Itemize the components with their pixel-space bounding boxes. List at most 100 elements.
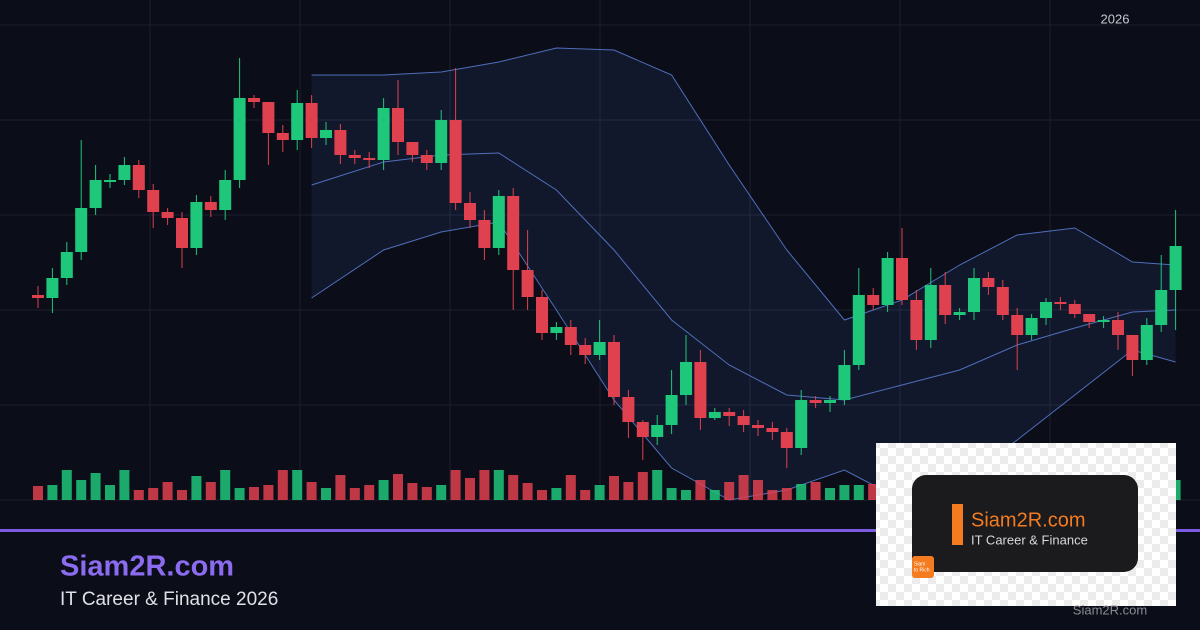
volume-bar bbox=[148, 488, 159, 500]
volume-bar bbox=[868, 484, 879, 500]
candle-body bbox=[881, 258, 894, 305]
badge-text: Siam bbox=[914, 561, 925, 567]
candlestick-chart bbox=[32, 47, 1182, 501]
volume-bar bbox=[767, 490, 778, 500]
candle-body bbox=[118, 165, 131, 180]
logo-name: Siam2R.com bbox=[971, 509, 1085, 531]
candle-body bbox=[363, 158, 376, 160]
volume-bar bbox=[493, 470, 504, 500]
watermark: Siam2R.com bbox=[1073, 602, 1147, 617]
candle-body bbox=[953, 312, 966, 315]
volume-bar bbox=[364, 485, 375, 500]
candle-body bbox=[636, 422, 649, 437]
candle-body bbox=[334, 130, 347, 155]
candle-body bbox=[104, 180, 116, 182]
candle-body bbox=[75, 208, 88, 252]
candle-body bbox=[550, 327, 563, 333]
candle-body bbox=[694, 362, 707, 418]
candle-body bbox=[1054, 302, 1067, 304]
volume-bar bbox=[321, 488, 331, 500]
candle-body bbox=[780, 432, 793, 448]
candle-body bbox=[766, 428, 779, 432]
volume-bar bbox=[853, 485, 864, 500]
volume-bar bbox=[537, 490, 547, 500]
candle-body bbox=[665, 395, 678, 425]
candle-body bbox=[608, 342, 620, 397]
volume-bar bbox=[652, 470, 663, 500]
logo-card: Siam2R.com IT Career & Finance Siam to R… bbox=[876, 443, 1176, 606]
candle-body bbox=[60, 252, 73, 278]
candle-body bbox=[276, 133, 289, 140]
candle-body bbox=[622, 397, 635, 422]
volume-bar bbox=[479, 470, 490, 500]
volume-bar bbox=[33, 486, 43, 500]
volume-bar bbox=[508, 475, 519, 500]
volume-bar bbox=[105, 485, 115, 500]
candle-body bbox=[406, 142, 419, 155]
volume-bar bbox=[839, 485, 850, 500]
band-middle bbox=[311, 152, 1176, 401]
volume-bar bbox=[191, 476, 202, 500]
candle-body bbox=[32, 295, 44, 298]
candle-body bbox=[1025, 318, 1038, 335]
volume-bar bbox=[565, 475, 576, 500]
candle-body bbox=[1155, 290, 1168, 325]
volume-bar bbox=[810, 482, 821, 500]
brand-subtitle: IT Career & Finance 2026 bbox=[60, 589, 278, 610]
candle-body bbox=[262, 102, 275, 133]
candle-body bbox=[233, 98, 246, 180]
candle-body bbox=[147, 190, 160, 212]
candle-body bbox=[982, 278, 995, 287]
candle-body bbox=[795, 400, 808, 448]
volume-bar bbox=[378, 480, 389, 500]
candle-body bbox=[708, 412, 721, 418]
volume-bar bbox=[609, 476, 619, 500]
logo-tagline: IT Career & Finance bbox=[971, 532, 1088, 547]
logo-panel bbox=[912, 475, 1138, 572]
candle-body bbox=[1083, 314, 1096, 322]
candle-body bbox=[291, 103, 304, 140]
volume-bar bbox=[61, 470, 72, 500]
volume-bar bbox=[781, 488, 792, 500]
volume-bar bbox=[177, 490, 187, 500]
volume-bar bbox=[76, 480, 87, 500]
candle-body bbox=[593, 342, 606, 355]
volume-bar bbox=[263, 485, 274, 500]
volume-bar bbox=[637, 472, 648, 500]
candle-body bbox=[320, 130, 332, 138]
volume-bar bbox=[292, 470, 303, 500]
volume-bar bbox=[47, 485, 58, 500]
volume-bar bbox=[436, 485, 447, 500]
candle-body bbox=[752, 425, 764, 428]
volume-bar bbox=[796, 484, 807, 500]
volume-bar bbox=[753, 480, 763, 500]
volume-bar bbox=[205, 482, 216, 500]
candle-body bbox=[867, 295, 880, 305]
candle-body bbox=[910, 300, 923, 340]
volume-bar bbox=[522, 483, 533, 500]
volume-bar bbox=[133, 490, 144, 500]
candle-body bbox=[680, 362, 692, 395]
candle-body bbox=[219, 180, 232, 210]
candle-body bbox=[939, 285, 952, 315]
candle-body bbox=[1126, 335, 1139, 360]
candle-body bbox=[132, 165, 145, 190]
candle-body bbox=[392, 108, 404, 142]
logo-badge bbox=[912, 556, 934, 578]
volume-bar bbox=[580, 490, 591, 500]
candle-body bbox=[1097, 320, 1110, 322]
candle-body bbox=[536, 297, 548, 333]
candle-body bbox=[507, 196, 520, 270]
candle-body bbox=[968, 278, 980, 312]
candle-body bbox=[176, 218, 188, 248]
candle-body bbox=[492, 196, 505, 248]
candle-body bbox=[579, 345, 592, 355]
volume-bar bbox=[709, 490, 720, 500]
candle-body bbox=[89, 180, 102, 208]
brand-title: Siam2R.com bbox=[60, 551, 234, 583]
candle-body bbox=[1140, 325, 1153, 360]
volume-bar bbox=[450, 470, 461, 500]
volume-bar bbox=[738, 475, 749, 500]
candle-body bbox=[564, 327, 577, 345]
volume-bar bbox=[249, 487, 259, 500]
